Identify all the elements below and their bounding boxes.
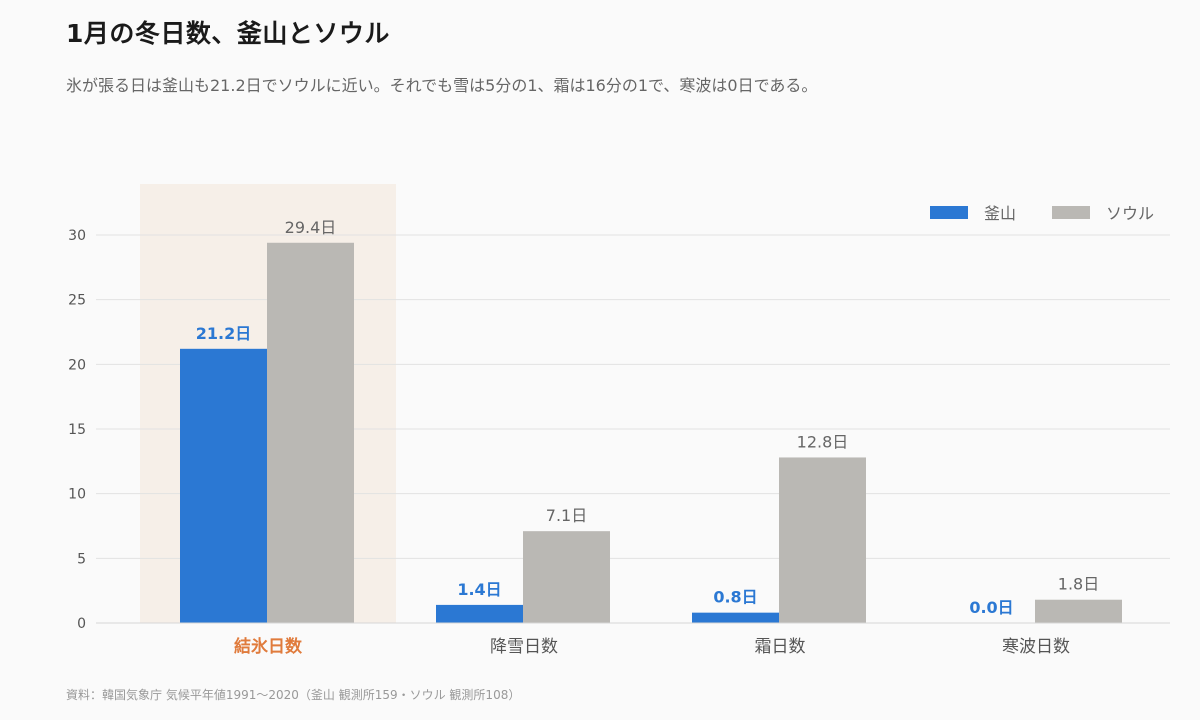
legend-item-busan: 釜山 (929, 200, 1016, 224)
legend-item-seoul: ソウル (1051, 200, 1154, 224)
bar-busan (692, 612, 779, 623)
legend-label-busan: 釜山 (983, 204, 1016, 223)
bar-busan (180, 348, 267, 623)
bar-seoul (779, 457, 866, 623)
legend-label-seoul: ソウル (1105, 204, 1154, 223)
bar-seoul (523, 531, 610, 623)
data-label-busan: 0.8日 (713, 588, 757, 607)
legend-swatch-seoul (1051, 205, 1090, 219)
data-label-busan: 1.4日 (457, 580, 501, 599)
bar-seoul (267, 242, 354, 623)
legend: 釜山 ソウル (929, 200, 1154, 224)
legend-swatch-busan (929, 205, 968, 219)
data-label-seoul: 29.4日 (285, 218, 337, 237)
data-label-seoul: 1.8日 (1058, 575, 1099, 594)
data-label-seoul: 7.1日 (546, 506, 587, 525)
y-tick-label: 5 (77, 551, 86, 567)
data-label-busan: 0.0日 (969, 598, 1013, 617)
y-tick-label: 20 (68, 357, 86, 373)
bar-seoul (1035, 599, 1122, 623)
x-tick-label: 寒波日数 (1002, 637, 1070, 657)
data-label-busan: 21.2日 (196, 324, 251, 343)
y-tick-label: 10 (68, 487, 86, 503)
y-tick-label: 0 (77, 616, 86, 632)
y-tick-label: 15 (68, 422, 86, 438)
bar-busan (436, 604, 523, 623)
x-tick-label: 降雪日数 (490, 637, 558, 657)
chart-subtitle: 氷が張る日は釜山も21.2日でソウルに近い。それでも雪は5分の1、霜は16分の1… (66, 76, 818, 95)
data-label-seoul: 12.8日 (797, 432, 849, 451)
y-tick-label: 30 (68, 228, 86, 244)
y-tick-label: 25 (68, 293, 86, 309)
x-tick-label: 結氷日数 (234, 636, 303, 657)
source-note: 資料：韓国気象庁 気候平年値1991〜2020（釜山 観測所159・ソウル 観測… (66, 688, 521, 702)
chart-title: 1月の冬日数、釜山とソウル (66, 19, 390, 48)
x-tick-label: 霜日数 (755, 637, 806, 657)
